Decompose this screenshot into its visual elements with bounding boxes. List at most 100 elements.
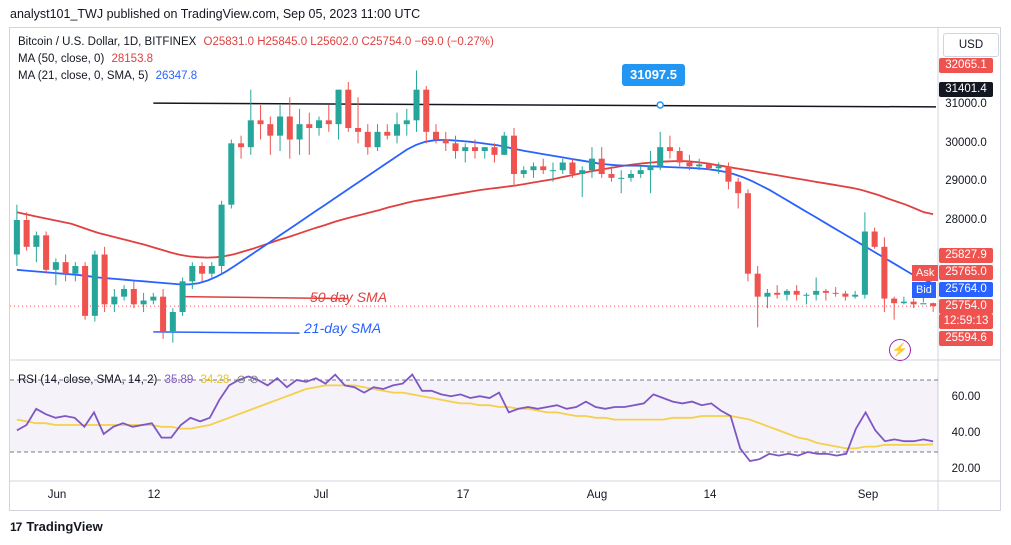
candle-body [257, 120, 264, 125]
legend-ma21-label: MA (21, close, 0, SMA, 5) [18, 70, 149, 82]
last-price: 25754.0 [939, 299, 993, 314]
tradingview-logo: 17 TradingView [10, 519, 103, 534]
candle-body [121, 289, 128, 297]
candle-body [588, 158, 595, 171]
candle-body [423, 89, 430, 132]
eye-icon[interactable]: ⊘ ⊘ [236, 374, 259, 386]
lightning-icon[interactable]: ⚡ [889, 339, 911, 361]
candle-body [783, 290, 790, 295]
candle-body [452, 143, 459, 151]
candle-body [618, 177, 625, 179]
candle-body [715, 166, 722, 169]
legend-symbol-row: Bitcoin / U.S. Dollar, 1D, BITFINEX O258… [18, 36, 494, 48]
sma50-annotation: 50-day SMA [310, 289, 388, 305]
currency-button[interactable]: USD [943, 33, 999, 57]
candle-body [13, 220, 20, 255]
candle-body [277, 116, 284, 136]
tradingview-logo-icon: 17 [10, 519, 22, 534]
price-tag-ma21: 25827.9 [939, 248, 993, 263]
candle-body [199, 266, 206, 274]
candle-body [549, 170, 557, 172]
price-tag-high: 32065.1 [939, 58, 993, 73]
candle-body [861, 231, 868, 295]
candle-body [286, 116, 293, 140]
candle-body [852, 294, 859, 297]
candle-body [179, 281, 186, 312]
candle-body [579, 170, 586, 174]
candle-body [296, 124, 303, 140]
candle-body [82, 266, 89, 316]
time-tick-label: 17 [457, 489, 470, 501]
candle-body [930, 303, 937, 307]
legend-ma21-row: MA (21, close, 0, SMA, 5) 26347.8 [18, 70, 197, 82]
candle-body [403, 120, 410, 125]
price-tick-28000: 28000.0 [945, 214, 987, 226]
ask-price: 25765.0 [939, 265, 993, 280]
legend-rsi-value: 35.89 [164, 374, 194, 386]
candle-body [686, 162, 693, 167]
candle-body [355, 128, 362, 132]
candle-body [325, 120, 332, 125]
candle-body [306, 124, 313, 128]
price-tick-30000: 30000.0 [945, 137, 987, 149]
candle-body [364, 131, 371, 148]
resistance-trendline [153, 102, 937, 108]
candle-body [676, 151, 683, 163]
candle-body [735, 181, 742, 194]
candle-body [920, 303, 927, 305]
resistance-anchor [656, 101, 664, 109]
candle-body [91, 254, 98, 316]
price-tick-29000: 29000.0 [945, 175, 987, 187]
candle-body [822, 290, 829, 293]
rsi-tick-40: 40.00 [951, 427, 981, 439]
candle-body [442, 139, 449, 144]
candle-body [842, 293, 849, 297]
candle-body [559, 162, 566, 171]
time-tick-label: Jul [314, 489, 329, 501]
candle-body [598, 158, 605, 174]
candle-body [510, 135, 518, 174]
ask-label: Ask [912, 265, 939, 281]
candle-body [130, 289, 137, 305]
candle-body [813, 290, 820, 295]
candle-body [793, 290, 800, 295]
candle-body [705, 164, 712, 169]
candle-body [627, 174, 634, 178]
candle-body [744, 193, 751, 274]
candle-body [247, 120, 254, 148]
candle-body [52, 262, 59, 270]
candle-body [491, 147, 498, 155]
legend-ma50-row: MA (50, close, 0) 28153.8 [18, 53, 153, 65]
candle-body [72, 266, 79, 274]
candle-body [62, 262, 69, 274]
candle-body [335, 89, 342, 125]
candle-body [637, 170, 644, 174]
rsi-tick-60: 60.00 [951, 391, 981, 403]
sma21-annotation: 21-day SMA [304, 320, 382, 336]
candle-body [696, 164, 703, 167]
candle-body [140, 300, 147, 305]
candle-body [413, 89, 420, 121]
candle-body [481, 147, 488, 151]
chart-canvas[interactable]: Jun 12 Jul 17 Aug 14 Sep [10, 28, 1000, 510]
brand-name: TradingView [26, 519, 103, 534]
rsi-line [16, 373, 934, 462]
price-tick-31000: 31000.0 [945, 98, 987, 110]
time-tick-label: Aug [587, 489, 607, 501]
candle-body [832, 292, 839, 294]
candle-body [501, 135, 508, 155]
price-tag-resistance: 31401.4 [939, 82, 993, 97]
candle-body [218, 204, 225, 266]
legend-rsi-sma-value: 34.28 [200, 374, 230, 386]
candle-body [871, 231, 878, 247]
rsi-band [10, 380, 938, 452]
candle-body [754, 273, 761, 297]
legend-ohlc: O25831.0 H25845.0 L25602.0 C25754.0 −69.… [203, 36, 494, 48]
legend-rsi-label: RSI (14, close, SMA, 14, 2) [18, 374, 158, 386]
candle-body [608, 174, 615, 178]
publish-header: analyst101_TWJ published on TradingView.… [10, 7, 421, 21]
candle-body [208, 266, 215, 274]
sma50-annotation-line [182, 295, 349, 300]
candle-body [374, 131, 381, 148]
candle-body [725, 166, 732, 182]
